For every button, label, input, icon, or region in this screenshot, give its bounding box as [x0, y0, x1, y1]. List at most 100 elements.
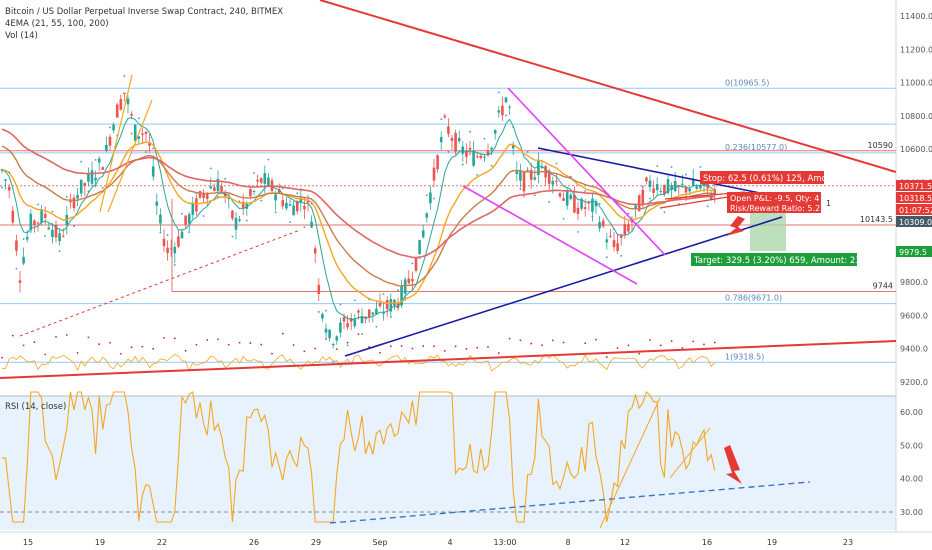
red-downtrend-line[interactable] — [319, 0, 897, 173]
volume-dot — [109, 341, 111, 344]
candle-body — [475, 156, 479, 158]
sar-dot — [260, 199, 263, 202]
volume-dot — [11, 334, 14, 337]
stop-info-text: Stop: 62.5 (0.61%) 125, Amount: 750 — [703, 174, 863, 184]
target-info-box[interactable]: Target: 329.5 (3.20%) 659, Amount: 2318 — [691, 253, 871, 266]
sar-dot — [130, 132, 133, 135]
price-axis — [896, 0, 932, 532]
candle-body — [87, 173, 90, 182]
candle-body — [7, 186, 11, 191]
sar-dot — [51, 210, 54, 213]
volume-dot — [119, 352, 122, 355]
rsi-panel-background — [0, 396, 896, 530]
stop-info-box[interactable]: Stop: 62.5 (0.61%) 125, Amount: 750 — [700, 171, 863, 184]
sar-dot — [317, 311, 320, 313]
volume-dot — [195, 343, 198, 346]
sar-dot — [461, 163, 464, 166]
volume-dot — [152, 347, 155, 350]
volume-dot — [55, 336, 57, 338]
levels-layer: 0(10965.5) 0.236(10577.0) 0.786(9671.0) 1(9… — [0, 78, 896, 363]
candle-body — [655, 184, 659, 191]
wedge-lower-line[interactable] — [462, 185, 638, 285]
target-info-text: Target: 329.5 (3.20%) 659, Amount: 2318 — [693, 256, 871, 266]
orange-channel-b — [107, 99, 153, 213]
candle-body — [396, 302, 400, 309]
blue-uptrend-line[interactable] — [344, 216, 783, 357]
sar-dot — [195, 192, 198, 195]
candle-body — [335, 336, 339, 341]
candle-body — [61, 235, 65, 237]
sar-dot — [656, 165, 659, 167]
candle-body — [483, 156, 486, 158]
sar-dot — [706, 205, 709, 208]
blue-upper-triangle-line[interactable] — [537, 147, 761, 194]
rsi-orange-line-a — [599, 397, 661, 529]
price-badge — [896, 216, 932, 227]
volume-dot — [530, 342, 533, 345]
volume-dot — [454, 345, 457, 348]
candle-body — [15, 240, 18, 251]
sar-dot — [217, 196, 219, 198]
sar-dot — [274, 211, 277, 214]
candle-body — [465, 151, 468, 157]
volume-dot — [325, 338, 327, 340]
price-badge — [896, 204, 932, 215]
time-tick-label: 19 — [95, 538, 105, 547]
price-badge — [896, 192, 932, 203]
candle-body — [166, 247, 169, 253]
candle-body — [630, 220, 634, 223]
candle-body — [108, 136, 112, 146]
sar-dot — [310, 202, 313, 205]
candle-body — [569, 194, 573, 200]
candle-body — [439, 137, 443, 143]
candle-body — [681, 183, 684, 185]
volume-dot — [605, 356, 608, 358]
candle-body — [443, 115, 447, 118]
candle-body — [4, 179, 7, 181]
wedge-upper-line[interactable] — [507, 87, 666, 256]
candle-body — [195, 198, 198, 212]
candle-body — [252, 191, 256, 193]
candle-body — [418, 240, 421, 255]
candle-body — [94, 177, 97, 181]
candle-body — [454, 132, 457, 152]
open-pnl-box[interactable]: Open P&L: -9.5, Qty: 4 Risk/Reward Ratio… — [727, 192, 825, 213]
red-support-line[interactable] — [0, 340, 897, 379]
sar-dot — [145, 151, 147, 153]
ema-indicator-label: 4EMA (21, 55, 100, 200) — [5, 19, 109, 29]
ema-layer — [1, 75, 716, 363]
candle-body — [331, 343, 335, 346]
sar-dot — [123, 75, 126, 77]
sar-dot — [555, 162, 558, 165]
volume-dot — [713, 341, 716, 344]
sar-dot — [641, 186, 644, 189]
candle-body — [497, 110, 501, 113]
volume-dot — [519, 339, 522, 342]
sar-dot — [15, 267, 18, 270]
candle-body — [526, 169, 529, 171]
candle-body — [382, 312, 385, 314]
volume-dot — [551, 339, 554, 342]
candle-body — [22, 257, 25, 264]
sar-dot — [548, 200, 551, 203]
candle-body — [339, 322, 342, 333]
candle-body — [684, 186, 688, 193]
candle-body — [119, 98, 123, 110]
candle-body — [36, 222, 40, 224]
candle-body — [601, 220, 605, 227]
sar-dot — [73, 225, 75, 228]
volume-dot — [670, 340, 673, 343]
sar-dot — [685, 173, 687, 176]
candle-body — [69, 200, 72, 203]
risk-reward-text: Risk/Reward Ratio: 5.27 — [730, 204, 825, 213]
sar-dot — [296, 192, 299, 195]
candle-body — [562, 198, 565, 201]
sar-dot — [245, 219, 248, 222]
volume-indicator-label: Vol (14) — [5, 31, 38, 41]
candle-body — [695, 186, 699, 189]
candle-body — [490, 147, 493, 150]
candle-body — [227, 197, 231, 200]
sar-dot — [663, 211, 666, 214]
candle-body — [184, 215, 187, 225]
